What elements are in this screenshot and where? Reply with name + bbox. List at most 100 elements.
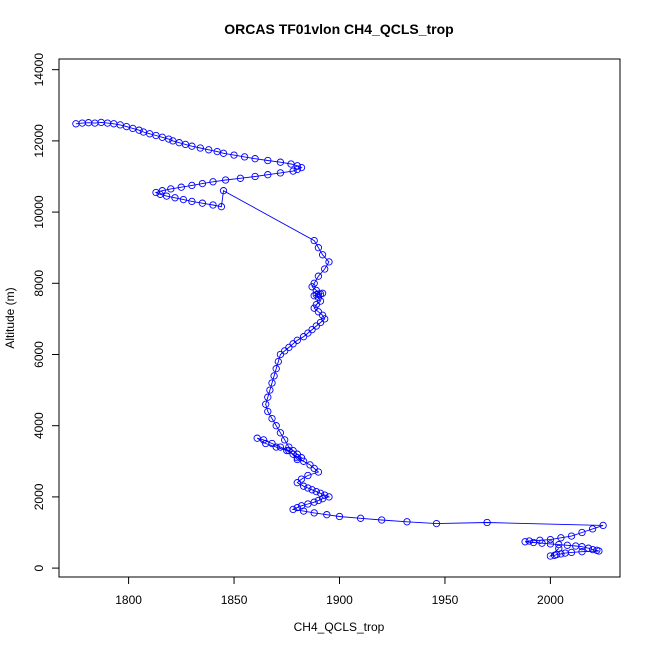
data-point — [209, 178, 217, 186]
data-point — [188, 142, 196, 150]
data-point — [251, 172, 259, 181]
data-point — [276, 169, 285, 177]
data-point — [561, 549, 569, 557]
data-point — [321, 491, 329, 499]
x-tick-label: 1850 — [221, 593, 248, 607]
data-point — [310, 236, 318, 245]
data-point — [310, 279, 318, 287]
data-point — [432, 519, 441, 528]
data-point — [325, 258, 333, 266]
data-point — [299, 457, 308, 465]
data-point — [314, 272, 323, 280]
data-point — [314, 244, 323, 252]
y-tick-label: 6000 — [32, 341, 46, 368]
data-point — [217, 203, 226, 211]
data-point — [318, 311, 327, 319]
data-point — [219, 149, 228, 157]
data-point — [304, 484, 312, 492]
data-point — [304, 329, 312, 337]
data-point — [281, 436, 289, 444]
data-point — [318, 495, 327, 503]
x-tick-label: 1950 — [432, 593, 459, 607]
data-point — [219, 187, 228, 195]
data-point — [179, 195, 188, 204]
y-tick-label: 4000 — [32, 412, 46, 439]
data-point — [299, 333, 308, 341]
data-point — [310, 304, 318, 312]
data-point — [314, 468, 323, 476]
data-point — [188, 181, 196, 190]
y-tick-label: 0 — [32, 564, 46, 571]
data-point — [588, 525, 597, 533]
data-point — [483, 518, 491, 527]
data-point — [584, 544, 593, 552]
y-axis-label: Altitude (m) — [3, 287, 17, 348]
data-point — [293, 454, 301, 462]
data-point — [312, 322, 320, 330]
data-point — [230, 151, 238, 159]
data-point — [318, 251, 327, 259]
data-point — [299, 507, 308, 515]
data-point — [550, 551, 559, 559]
data-point — [595, 547, 603, 555]
data-point — [276, 350, 285, 359]
data-point — [323, 511, 331, 519]
data-point — [321, 315, 329, 323]
data-point — [525, 537, 533, 545]
data-point — [297, 454, 306, 462]
series-layer — [72, 118, 607, 560]
data-point — [567, 532, 576, 540]
data-point — [283, 446, 291, 455]
data-point — [293, 479, 301, 487]
data-point — [299, 482, 308, 490]
data-point — [264, 393, 272, 401]
data-point — [289, 505, 297, 514]
data-point — [281, 347, 289, 355]
data-point — [356, 514, 365, 522]
data-point — [312, 300, 320, 309]
data-point — [165, 135, 173, 143]
data-point — [262, 439, 270, 448]
data-point — [521, 538, 529, 546]
y-tick-label: 8000 — [32, 270, 46, 297]
data-point — [205, 146, 213, 154]
data-point — [325, 493, 333, 501]
data-point — [251, 155, 259, 163]
data-point — [293, 503, 301, 512]
y-tick-label: 12000 — [32, 124, 46, 158]
data-point — [266, 386, 274, 394]
data-point — [312, 487, 320, 496]
data-point — [293, 165, 301, 174]
data-point — [264, 156, 272, 165]
data-point — [314, 496, 323, 505]
data-point — [196, 144, 204, 152]
data-point — [177, 183, 185, 191]
data-point — [264, 171, 272, 179]
data-point — [268, 414, 276, 423]
data-point — [563, 541, 571, 549]
data-point — [272, 422, 280, 430]
data-point — [304, 500, 312, 508]
data-point — [308, 486, 316, 494]
y-tick-label: 2000 — [32, 483, 46, 510]
data-point — [274, 357, 282, 366]
y-tick-label: 10000 — [32, 195, 46, 229]
data-point — [297, 163, 306, 172]
data-point — [188, 197, 196, 206]
data-point — [268, 379, 276, 387]
data-point — [221, 176, 230, 184]
data-point — [529, 538, 538, 547]
data-point — [289, 167, 297, 175]
data-point — [403, 518, 411, 526]
data-point — [262, 400, 270, 408]
data-point — [546, 535, 555, 544]
data-point — [156, 190, 164, 198]
x-axis-label: CH4_QCLS_trop — [294, 620, 385, 634]
data-point — [538, 539, 546, 547]
data-point — [297, 475, 306, 483]
data-point — [198, 199, 207, 207]
data-point — [599, 521, 607, 530]
data-point — [335, 512, 344, 521]
x-tick-label: 2000 — [537, 593, 564, 607]
